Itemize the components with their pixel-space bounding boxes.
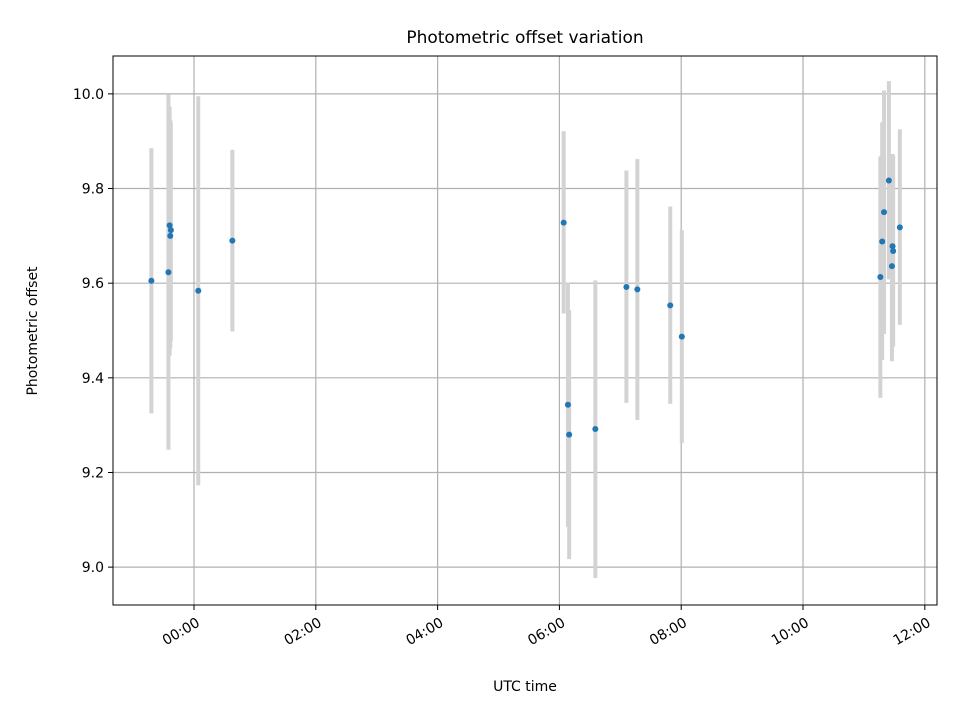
data-point — [148, 277, 155, 284]
data-point — [195, 287, 202, 294]
data-point — [560, 219, 567, 226]
data-point — [623, 283, 630, 290]
data-point — [564, 401, 571, 408]
y-tick-label: 9.0 — [82, 560, 104, 576]
data-point — [592, 425, 599, 432]
data-point — [566, 431, 573, 438]
data-point — [167, 232, 174, 239]
data-point — [889, 243, 896, 250]
data-point — [167, 227, 174, 234]
data-point — [165, 269, 172, 276]
plot-frame — [112, 55, 938, 606]
data-point — [634, 286, 641, 293]
data-point — [879, 238, 886, 245]
y-axis-ticks: 9.0 9.2 9.4 9.6 9.8 10.0 — [73, 87, 113, 576]
data-point — [229, 237, 236, 244]
data-point — [166, 222, 173, 229]
data-point — [881, 209, 888, 216]
data-point — [890, 247, 897, 254]
y-tick-label: 9.4 — [82, 371, 104, 387]
data-point — [678, 333, 685, 340]
y-tick-label: 10.0 — [73, 87, 104, 103]
data-point — [888, 263, 895, 270]
y-tick-label: 9.6 — [82, 276, 104, 292]
chart-title: Photometric offset variation — [406, 28, 643, 48]
y-axis-label: Photometric offset — [25, 266, 41, 396]
data-point — [885, 177, 892, 184]
data-point — [896, 224, 903, 231]
y-tick-label: 9.8 — [82, 182, 104, 198]
y-tick-label: 9.2 — [82, 465, 104, 481]
data-point — [667, 302, 674, 309]
data-points — [148, 177, 903, 438]
data-point — [877, 274, 884, 281]
x-axis-label: UTC time — [493, 679, 557, 695]
